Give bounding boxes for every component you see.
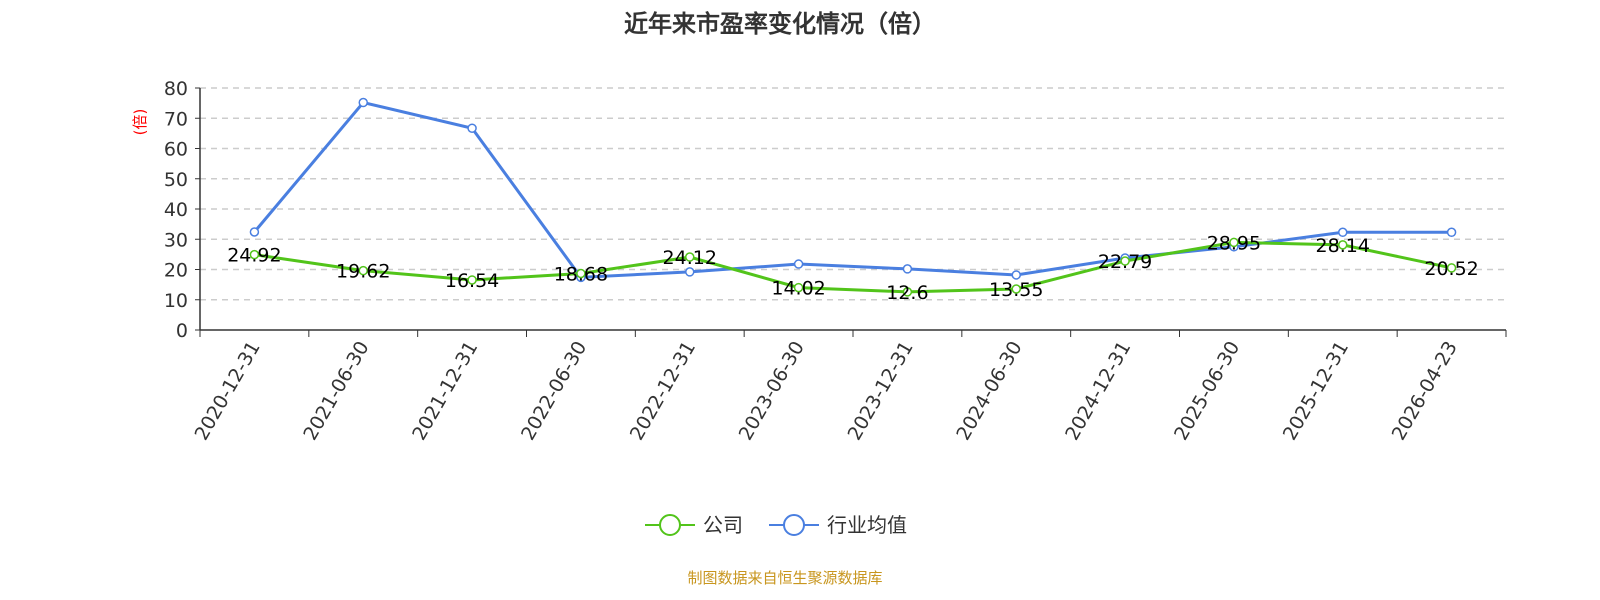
data-point[interactable] [576,268,586,279]
series-line-company [254,240,1452,294]
y-tick-label: 80 [164,78,188,100]
y-tick-label: 50 [164,169,188,191]
data-point[interactable] [793,259,804,269]
data-point[interactable] [358,97,368,108]
legend-item-company[interactable]: 公司 [645,513,743,537]
x-tick-label: 2021-12-31 [408,338,482,445]
data-label: 18.68 [554,263,608,285]
x-tick-label: 2024-06-30 [952,338,1026,445]
data-label: 28.95 [1207,232,1261,254]
data-label: 28.14 [1316,235,1370,257]
y-axis-label: (倍) [131,109,149,136]
x-tick-label: 2025-06-30 [1170,338,1244,445]
data-point[interactable] [249,249,260,260]
y-tick-label: 60 [164,139,188,161]
x-tick-label: 2022-12-31 [626,338,700,445]
data-point[interactable] [1011,284,1021,294]
data-point[interactable] [1446,227,1457,238]
data-label: 13.55 [989,279,1043,301]
chart-title: 近年来市盈率变化情况（倍） [624,10,936,38]
legend-circle-icon [659,514,681,536]
data-point[interactable] [1338,240,1348,250]
data-label: 16.54 [445,270,499,292]
data-label: 20.52 [1424,258,1478,280]
data-point[interactable] [249,227,260,237]
y-tick-label: 10 [164,290,188,312]
data-point[interactable] [1229,237,1239,248]
data-point[interactable] [902,287,913,297]
legend-label: 行业均值 [827,513,907,537]
legend-circle-icon [783,514,805,536]
data-point[interactable] [1011,270,1021,280]
x-tick-label: 2025-12-31 [1279,338,1353,445]
legend-label: 公司 [703,513,743,537]
y-tick-label: 40 [164,199,188,221]
y-tick-label: 30 [164,229,188,251]
data-point[interactable] [685,267,695,277]
data-point[interactable] [902,264,913,274]
x-tick-label: 2020-12-31 [190,338,264,445]
y-tick-label: 20 [164,260,188,282]
data-point[interactable] [358,265,368,276]
data-point[interactable] [793,282,804,293]
x-tick-label: 2022-06-30 [517,338,591,445]
y-tick-label: 70 [164,108,188,130]
data-label: 14.02 [771,278,825,300]
data-point[interactable] [1120,256,1130,266]
x-tick-label: 2026-04-23 [1388,338,1462,445]
x-tick-label: 2021-06-30 [299,338,373,445]
series-line-industry [253,100,1452,279]
data-label: 19.62 [336,261,390,283]
data-point[interactable] [685,252,695,262]
data-point[interactable] [467,123,477,133]
x-tick-label: 2023-06-30 [735,338,809,445]
data-label: 24.92 [227,245,281,267]
y-tick-label: 0 [176,320,188,342]
data-point[interactable] [1338,227,1348,238]
source-note: 制图数据来自恒生聚源数据库 [687,569,882,587]
x-tick-label: 2023-12-31 [843,338,917,445]
x-tick-label: 2024-12-31 [1061,338,1135,445]
data-label: 12.6 [886,282,928,304]
legend-item-industry[interactable]: 行业均值 [769,513,907,537]
data-label: 22.79 [1098,251,1152,273]
data-point[interactable] [467,275,477,285]
data-point[interactable] [1446,263,1457,273]
data-label: 24.12 [663,247,717,269]
